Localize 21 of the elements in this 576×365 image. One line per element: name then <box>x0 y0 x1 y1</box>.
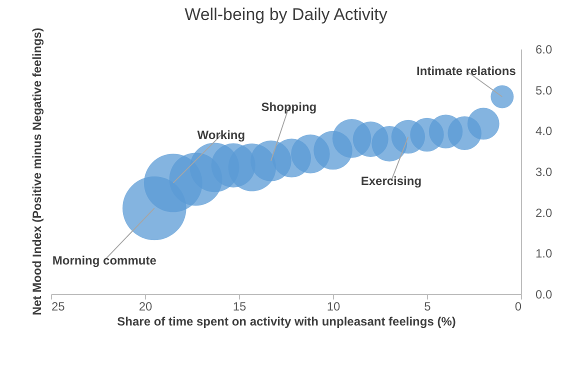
x-tick-label: 20 <box>138 300 152 314</box>
y-tick-label: 0.0 <box>536 288 553 302</box>
annotation: Intimate relations <box>416 64 516 78</box>
x-tick-label: 10 <box>326 300 340 314</box>
x-tick-label: 15 <box>232 300 246 314</box>
y-tick-label: 2.0 <box>536 206 553 220</box>
chart-title: Well-being by Daily Activity <box>184 4 388 24</box>
x-tick-label: 5 <box>424 300 432 314</box>
annotation: Working <box>197 128 246 142</box>
y-tick-label: 5.0 <box>536 83 553 98</box>
x-tick-label: 25 <box>52 300 66 314</box>
y-tick-label: 3.0 <box>536 165 553 179</box>
annotation: Shopping <box>261 100 317 114</box>
annotation: Morning commute <box>52 253 157 268</box>
x-axis-title: Share of time spent on activity with unpleasant feelings (%) <box>117 314 456 328</box>
annotation: Exercising <box>360 174 422 188</box>
y-tick-label: 6.0 <box>536 42 553 56</box>
y-tick-label: 1.0 <box>536 246 553 261</box>
x-tick-label: 0 <box>514 300 522 314</box>
y-axis-title: Net Mood Index (Positive minus Negative feelings) <box>30 28 44 316</box>
y-tick-label: 4.0 <box>536 124 553 138</box>
